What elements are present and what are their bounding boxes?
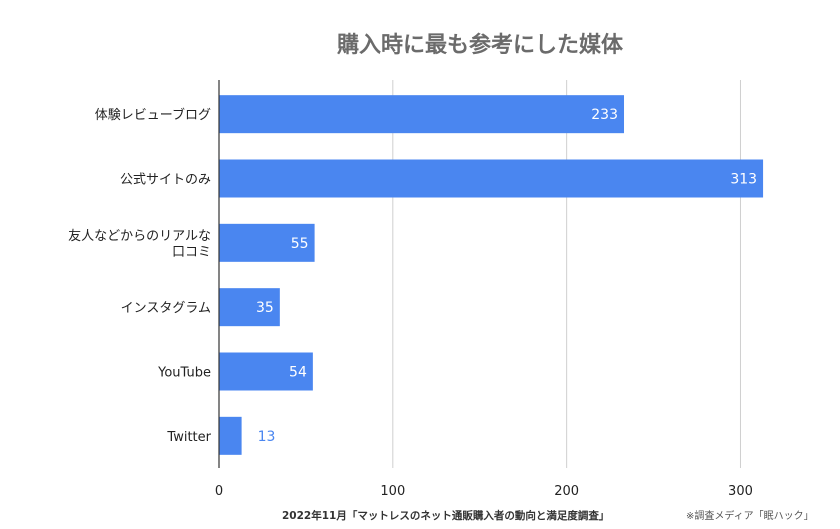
category-label: 公式サイトのみ bbox=[120, 173, 211, 188]
bar-value-label: 55 bbox=[291, 236, 309, 252]
x-tick-label: 100 bbox=[380, 484, 405, 499]
bars: 233 313 55 35 54 13 bbox=[219, 95, 764, 455]
x-tick-label: 200 bbox=[554, 484, 579, 499]
source-note: 2022年11月「マットレスのネット通販購入者の動向と満足度調査」 bbox=[282, 509, 609, 522]
bar-value-label: 233 bbox=[591, 107, 618, 123]
bar-value-label: 13 bbox=[258, 429, 276, 445]
bar bbox=[219, 352, 313, 391]
category-label: 体験レビューブログ bbox=[95, 107, 211, 123]
chart-title: 購入時に最も参考にした媒体 bbox=[337, 32, 624, 58]
x-tick-label: 0 bbox=[215, 484, 223, 499]
category-label: YouTube bbox=[157, 366, 211, 381]
x-tick-label: 300 bbox=[728, 484, 753, 499]
grid-lines bbox=[392, 80, 741, 468]
x-axis: 0 100 200 300 bbox=[215, 80, 753, 499]
bar bbox=[219, 288, 280, 327]
bar bbox=[219, 95, 625, 134]
category-label: 口コミ bbox=[172, 245, 211, 260]
bar-value-label: 35 bbox=[256, 300, 274, 316]
bar bbox=[219, 223, 315, 262]
bar-value-label: 54 bbox=[289, 365, 307, 381]
category-label: 友人などからのリアルな bbox=[68, 228, 211, 244]
category-label: Twitter bbox=[166, 430, 211, 445]
bar bbox=[219, 159, 764, 198]
bar bbox=[219, 416, 242, 455]
source-credit: ※調査メディア「眠ハック」 bbox=[686, 509, 814, 522]
category-label: インスタグラム bbox=[121, 301, 211, 316]
bar-value-label: 313 bbox=[730, 172, 757, 188]
